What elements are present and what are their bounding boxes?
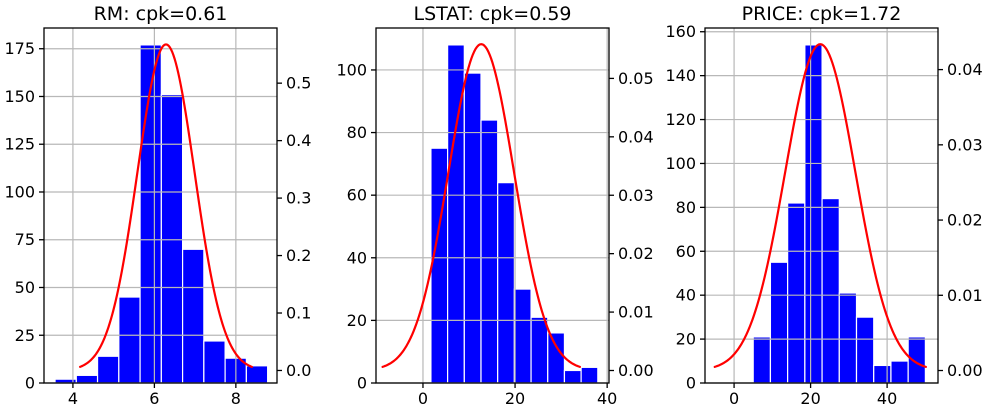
chart-plot-lstat: 0 20 40 0 20 40 60 80 100 0.00 0.01 0.02 0.03 0.04 0.0… xyxy=(336,27,654,408)
histogram-bar xyxy=(787,202,806,384)
density-tick-label: 0.04 xyxy=(618,127,654,146)
density-tick-label: 0.5 xyxy=(286,74,311,93)
count-tick-label: 120 xyxy=(665,110,696,129)
histogram-bar xyxy=(804,44,823,384)
x-tick-label: 40 xyxy=(597,389,617,408)
histogram-bar xyxy=(497,182,515,384)
density-tick-label: 0.03 xyxy=(947,135,983,154)
count-tick-label: 0 xyxy=(686,374,696,393)
density-tick-label: 0.3 xyxy=(286,189,311,208)
x-tick-label: 8 xyxy=(231,389,241,408)
count-tick-label: 160 xyxy=(665,22,696,41)
count-tick-label: 75 xyxy=(15,230,35,249)
count-tick-label: 40 xyxy=(676,286,696,305)
count-tick-label: 20 xyxy=(347,311,367,330)
density-tick-label: 0.01 xyxy=(947,286,983,305)
density-tick-label: 0.02 xyxy=(618,244,654,263)
histogram-bar xyxy=(160,93,184,384)
density-tick-label: 0.04 xyxy=(947,60,983,79)
histogram-bar xyxy=(181,248,205,384)
density-tick-label: 0.03 xyxy=(618,186,654,205)
histogram-bar xyxy=(118,296,141,384)
chart-lstat: LSTAT: cpk=0.59 0 20 40 0 20 40 60 80 100 0.00 0.0… xyxy=(332,0,669,411)
plot-border xyxy=(375,27,610,384)
count-tick-label: 100 xyxy=(4,182,35,201)
density-tick-label: 0.00 xyxy=(947,361,983,380)
histogram-bar xyxy=(580,366,599,384)
histogram-bar xyxy=(480,119,499,384)
x-tick-label: 20 xyxy=(800,389,820,408)
count-tick-label: 60 xyxy=(347,186,367,205)
chart-title-price: PRICE: cpk=1.72 xyxy=(741,3,902,25)
histogram-bar xyxy=(463,72,482,384)
count-tick-label: 80 xyxy=(676,198,696,217)
density-tick-label: 0.0 xyxy=(286,361,311,380)
chart-rm: RM: cpk=0.61 4 6 8 0 25 50 75 100 125 150 175 0.0 0.… xyxy=(0,0,337,411)
histogram-bar xyxy=(245,365,269,384)
histogram-bar xyxy=(203,340,226,384)
x-tick-label: 0 xyxy=(418,389,428,408)
count-tick-label: 25 xyxy=(15,326,35,345)
histogram-bar xyxy=(873,364,892,384)
histogram-bar xyxy=(855,316,875,384)
count-tick-label: 100 xyxy=(665,154,696,173)
chart-plot-price: 0 20 40 0 20 40 60 80 100 120 140 160 0.00 0.01 0.02 0.… xyxy=(665,22,983,408)
histogram-bar xyxy=(838,292,858,384)
density-tick-label: 0.05 xyxy=(618,69,654,88)
chart-title-rm: RM: cpk=0.61 xyxy=(93,3,228,25)
plot-border xyxy=(43,27,278,384)
density-tick-label: 0.00 xyxy=(618,361,654,380)
chart-title-lstat: LSTAT: cpk=0.59 xyxy=(413,3,572,25)
density-tick-label: 0.1 xyxy=(286,304,311,323)
chart-price: PRICE: cpk=1.72 0 20 40 0 20 40 60 80 100 120 140 1… xyxy=(661,0,998,411)
histogram-bar xyxy=(75,374,99,384)
x-tick-label: 0 xyxy=(729,389,739,408)
x-tick-label: 6 xyxy=(149,389,159,408)
density-tick-label: 0.4 xyxy=(286,131,311,150)
histogram-bar xyxy=(821,197,840,384)
count-tick-label: 20 xyxy=(676,330,696,349)
count-tick-label: 125 xyxy=(4,135,35,154)
count-tick-label: 140 xyxy=(665,66,696,85)
histogram-bar xyxy=(513,288,532,384)
histogram-bar xyxy=(752,336,772,384)
count-tick-label: 80 xyxy=(347,123,367,142)
density-tick-label: 0.2 xyxy=(286,246,311,265)
count-tick-label: 40 xyxy=(347,248,367,267)
histogram-bar xyxy=(890,360,909,384)
chart-plot-rm: 4 6 8 0 25 50 75 100 125 150 175 0.0 0.1 0.2 0.3 0.4 0.5 xyxy=(4,27,311,408)
count-tick-label: 0 xyxy=(25,374,35,393)
histogram-bar xyxy=(96,355,120,384)
histogram-bar xyxy=(563,369,582,384)
histogram-bar xyxy=(530,316,549,384)
histogram-bar xyxy=(430,147,449,384)
count-tick-label: 150 xyxy=(4,87,35,106)
density-tick-label: 0.01 xyxy=(618,303,654,322)
x-tick-label: 4 xyxy=(68,389,78,408)
plot-border xyxy=(704,27,939,384)
normal-curve xyxy=(381,43,581,368)
count-tick-label: 175 xyxy=(4,39,35,58)
normal-curve xyxy=(713,43,927,368)
histogram-bar xyxy=(547,332,566,384)
density-tick-label: 0.02 xyxy=(947,211,983,230)
histogram-bar xyxy=(139,44,162,384)
x-tick-label: 20 xyxy=(505,389,525,408)
count-tick-label: 50 xyxy=(15,278,35,297)
count-tick-label: 0 xyxy=(357,374,367,393)
histogram-bar xyxy=(769,261,789,384)
count-tick-label: 60 xyxy=(676,242,696,261)
x-tick-label: 40 xyxy=(877,389,897,408)
count-tick-label: 100 xyxy=(336,60,367,79)
normal-curve xyxy=(78,43,254,368)
